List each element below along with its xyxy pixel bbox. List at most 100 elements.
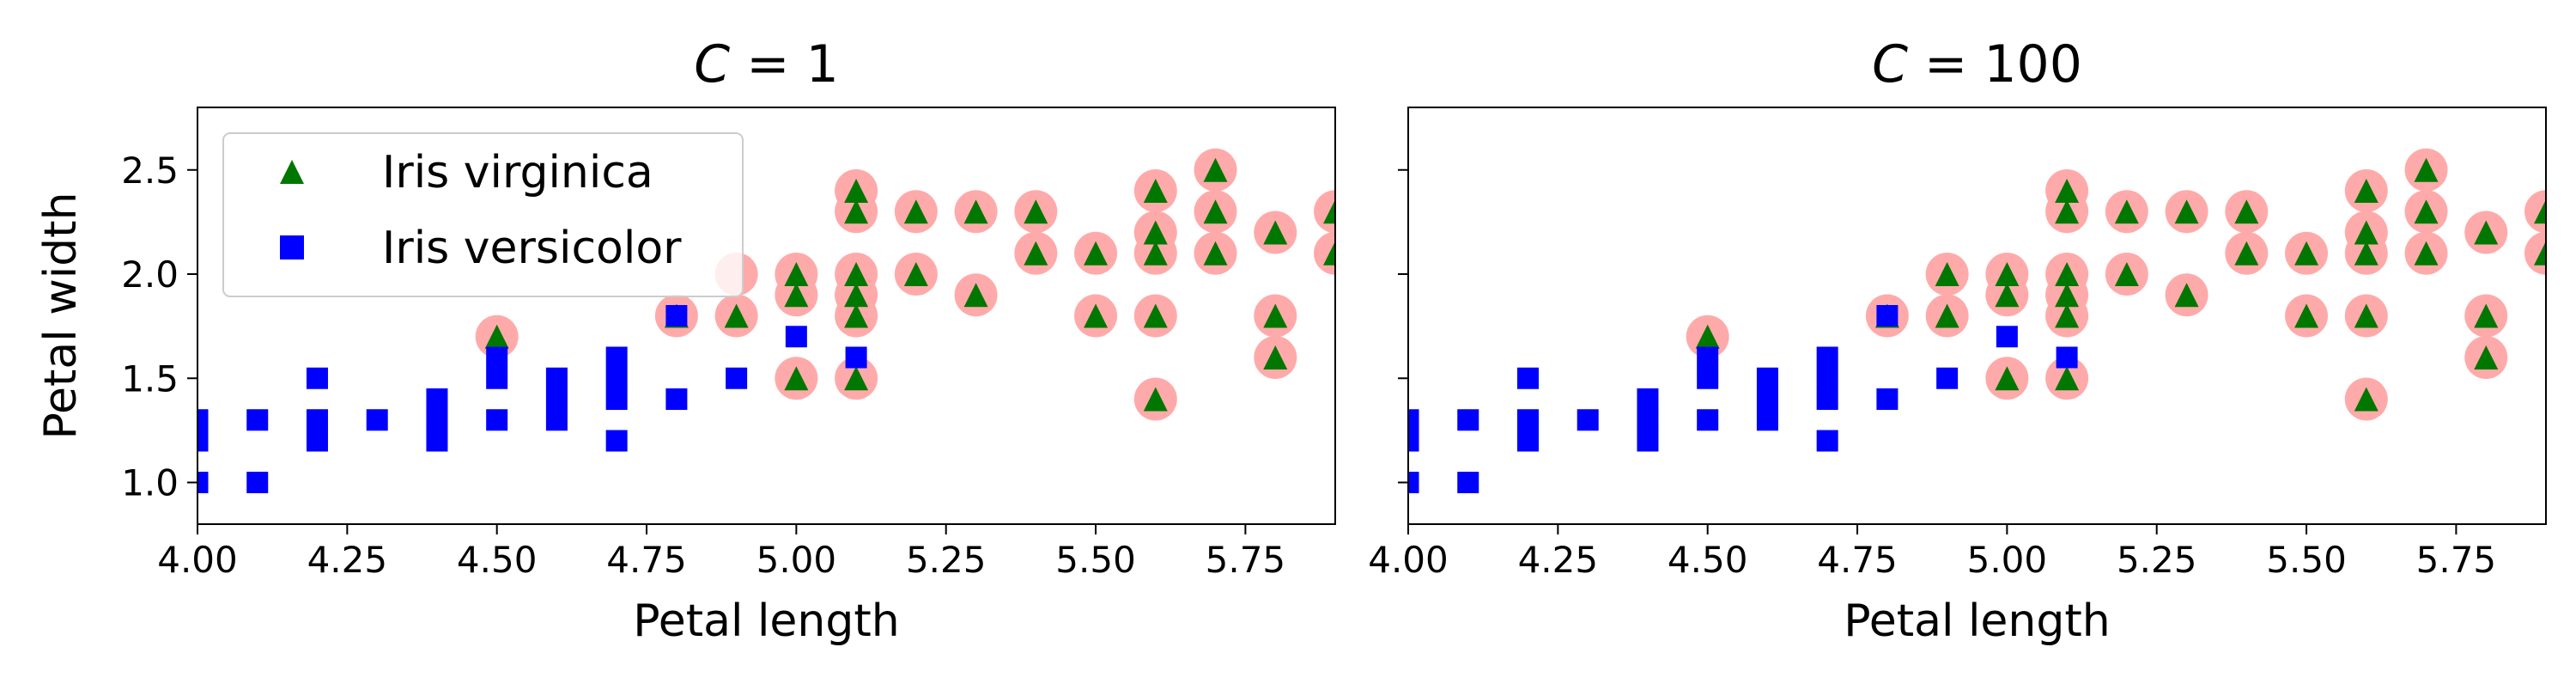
virginica-point [1263,303,1288,328]
versicolor-point [1697,346,1719,369]
virginica-point [1935,303,1959,328]
versicolor-point [1408,472,1419,493]
x-tick-label: 4.50 [457,539,538,581]
versicolor-point [1756,409,1778,431]
virginica-point [784,283,809,308]
virginica-point [2354,179,2379,203]
versicolor-point [1876,388,1899,410]
x-tick-label: 4.50 [1668,539,1748,581]
x-tick-label: 4.00 [157,539,238,581]
virginica-point [2474,220,2499,245]
versicolor-point [1457,409,1479,431]
virginica-point [844,303,869,328]
versicolor-point [1637,388,1659,410]
versicolor-point [545,388,568,410]
virginica-point [963,283,988,308]
legend-virginica-label: Iris virginica [382,147,653,198]
x-tick-label: 5.00 [756,539,837,581]
legend-box [222,132,744,297]
virginica-point [1323,199,1335,224]
virginica-point [844,262,869,286]
versicolor-point [1697,409,1719,431]
virginica-point [1995,366,2020,391]
versicolor-point [426,409,448,431]
virginica-point [1323,241,1335,266]
chart-title: C = 100 [1872,34,2082,95]
y-tick-label: 1.0 [121,462,179,504]
versicolor-point [486,367,508,389]
versicolor-point [1457,472,1479,493]
virginica-point [2174,283,2199,308]
virginica-point [2534,199,2546,224]
virginica-point [2354,387,2379,412]
virginica-point [844,283,869,308]
virginica-point [1143,220,1168,245]
versicolor-point [246,409,269,431]
virginica-point [484,324,509,349]
legend-virginica-marker [280,160,304,184]
versicolor-point [726,367,748,389]
versicolor-point [605,388,628,410]
virginica-point [2354,303,2379,328]
virginica-point [2055,199,2080,224]
virginica-point [2114,262,2139,286]
virginica-point [2234,199,2259,224]
versicolor-point [1697,367,1719,389]
versicolor-point [1876,305,1899,327]
versicolor-point [486,409,508,431]
x-tick-label: 4.25 [1518,539,1599,581]
versicolor-point [665,388,688,410]
virginica-point [1935,262,1959,286]
versicolor-point [197,409,209,431]
chart-title-variable: C [1872,34,1908,95]
versicolor-point [1816,430,1838,452]
chart-title-variable: C [694,34,730,95]
versicolor-point [785,326,807,348]
versicolor-point [1816,367,1838,389]
virginica-point [2414,241,2439,266]
x-axis-label: Petal length [633,595,899,647]
chart-title-value: = 1 [730,34,839,95]
virginica-point [1143,179,1168,203]
virginica-point [2174,199,2199,224]
y-tick-label: 2.0 [121,253,179,296]
right-subplot: 4.00 4.25 4.50 4.75 5.00 5.25 5.50 5.75 Petal le… [1368,34,2547,647]
y-axis-label: Petal width [35,192,87,439]
x-axis-label: Petal length [1844,595,2110,647]
virginica-point [724,303,749,328]
virginica-point [2294,241,2319,266]
versicolor-point [1996,326,2018,348]
versicolor-point [665,305,688,327]
versicolor-point [1408,430,1419,452]
virginica-point [2354,241,2379,266]
virginica-point [1203,199,1228,224]
virginica-point [1084,303,1109,328]
versicolor-point [1577,409,1599,431]
versicolor-point [1756,367,1778,389]
versicolor-point [486,346,508,369]
virginica-point [903,199,928,224]
chart-title: C = 1 [694,34,839,95]
left-subplot: 4.00 4.25 4.50 4.75 5.00 5.25 5.50 5.75 1.0 1.5 2.… [35,34,1336,647]
x-tick-label: 4.75 [1817,539,1898,581]
virginica-point [2414,157,2439,182]
versicolor-point [306,430,328,452]
y-tick-label: 2.5 [121,150,179,192]
virginica-point [1024,241,1048,266]
versicolor-point [1756,388,1778,410]
virginica-point [2055,303,2080,328]
virginica-point [1263,345,1288,369]
versicolor-point [1816,388,1838,410]
virginica-point [1995,283,2020,308]
axes-frame [1407,107,2547,525]
versicolor-point [246,472,269,493]
virginica-point [784,262,809,286]
versicolor-point [545,367,568,389]
virginica-point [2474,303,2499,328]
x-tick-label: 5.00 [1967,539,2048,581]
versicolor-point [1816,346,1838,369]
virginica-point [1203,157,1228,182]
virginica-point [1263,220,1288,245]
virginica-point [1084,241,1109,266]
